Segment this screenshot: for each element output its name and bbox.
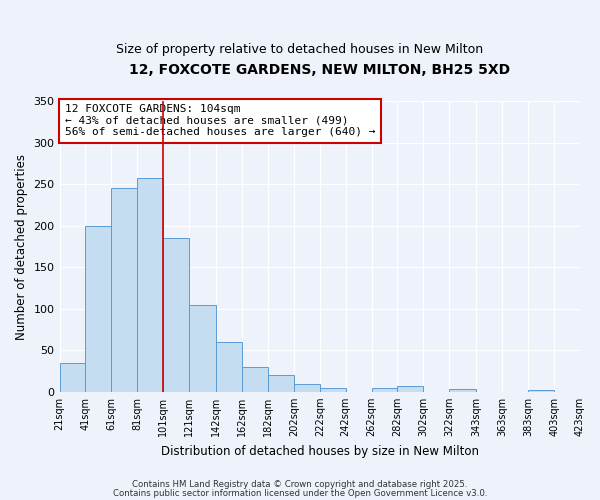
Y-axis label: Number of detached properties: Number of detached properties [15, 154, 28, 340]
Bar [242, 367, 268, 392]
X-axis label: Distribution of detached houses by size in New Milton: Distribution of detached houses by size … [161, 444, 479, 458]
Text: Contains public sector information licensed under the Open Government Licence v3: Contains public sector information licen… [113, 488, 487, 498]
Bar [449, 390, 476, 392]
Bar [137, 178, 163, 392]
Bar [268, 375, 294, 392]
Bar [163, 238, 189, 392]
Text: 12 FOXCOTE GARDENS: 104sqm
← 43% of detached houses are smaller (499)
56% of sem: 12 FOXCOTE GARDENS: 104sqm ← 43% of deta… [65, 104, 375, 138]
Bar [85, 226, 112, 392]
Bar [216, 342, 242, 392]
Bar [189, 304, 216, 392]
Bar [320, 388, 346, 392]
Bar [528, 390, 554, 392]
Title: 12, FOXCOTE GARDENS, NEW MILTON, BH25 5XD: 12, FOXCOTE GARDENS, NEW MILTON, BH25 5X… [129, 62, 511, 76]
Text: Size of property relative to detached houses in New Milton: Size of property relative to detached ho… [116, 42, 484, 56]
Bar [371, 388, 397, 392]
Bar [59, 363, 85, 392]
Bar [112, 188, 137, 392]
Text: Contains HM Land Registry data © Crown copyright and database right 2025.: Contains HM Land Registry data © Crown c… [132, 480, 468, 489]
Bar [294, 384, 320, 392]
Bar [397, 386, 424, 392]
